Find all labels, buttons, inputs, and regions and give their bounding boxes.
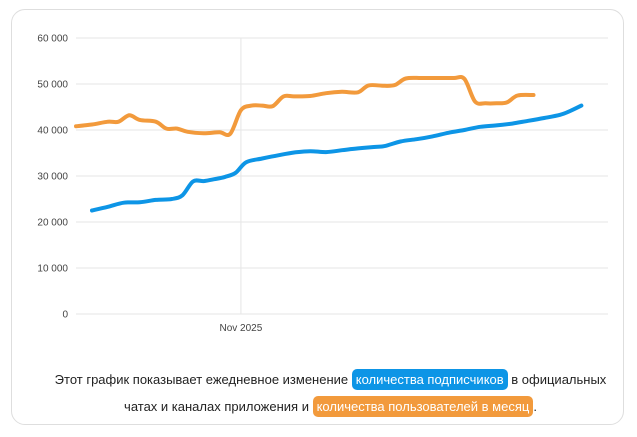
chart-card: 0 10 000 20 000 30 000 40 000 50 000 60 000 Nov… [11, 9, 624, 425]
legend-subscribers: количества подписчиков [351, 369, 508, 390]
caption-text-middle: в официальных чатах и каналах приложения… [124, 372, 607, 414]
caption-text-start: Этот график показывает ежедневное измене… [54, 372, 352, 387]
chart: 0 10 000 20 000 30 000 40 000 50 000 60 000 Nov… [37, 34, 608, 334]
x-tick-label: Nov 2025 [220, 323, 263, 334]
chart-caption: Этот график показывает ежедневное измене… [42, 366, 619, 420]
y-tick-label: 40 000 [37, 126, 68, 137]
series-line-users_per_month [74, 74, 536, 138]
caption-text-end: . [533, 399, 537, 414]
series-line-subscribers [90, 103, 584, 213]
y-tick-label: 30 000 [37, 172, 68, 183]
y-tick-label: 50 000 [37, 80, 68, 91]
y-tick-label: 20 000 [37, 218, 68, 229]
y-tick-label: 0 [62, 310, 68, 321]
legend-users-per-month: количества пользователей в месяц [312, 396, 534, 417]
y-tick-label: 60 000 [37, 34, 68, 45]
y-tick-label: 10 000 [37, 264, 68, 275]
